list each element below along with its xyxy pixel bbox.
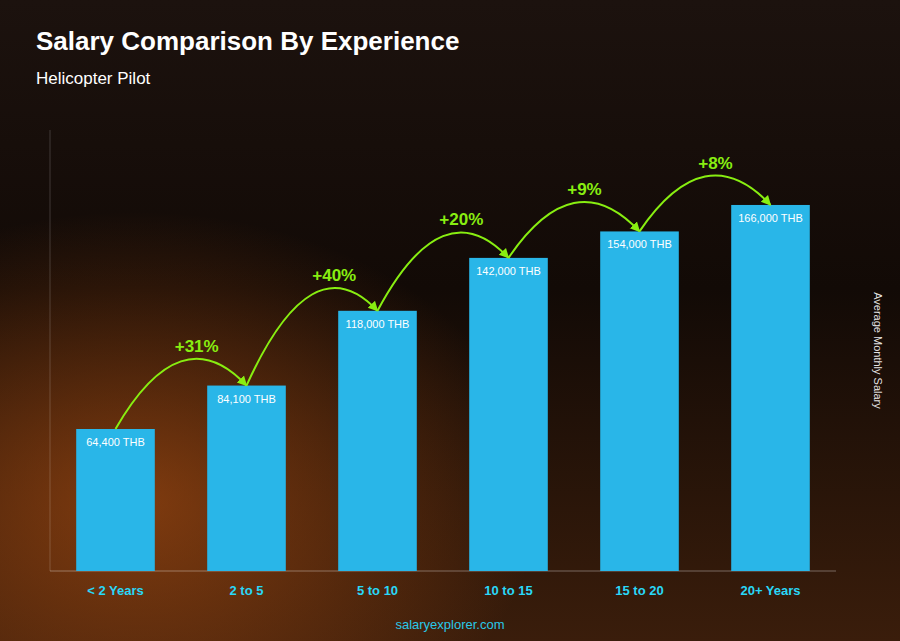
growth-arrow xyxy=(640,176,771,232)
growth-label: +8% xyxy=(698,154,733,173)
bar xyxy=(469,258,548,571)
growth-arrow xyxy=(116,359,247,429)
y-axis-line xyxy=(50,130,51,571)
bar xyxy=(338,311,417,571)
bar xyxy=(600,231,679,571)
chart-container: Salary Comparison By Experience Helicopte… xyxy=(0,0,900,641)
x-axis-line xyxy=(50,571,836,572)
growth-arrow xyxy=(509,202,640,258)
chart-svg: Salary Comparison By Experience Helicopte… xyxy=(0,0,900,641)
data-label: 118,000 THB xyxy=(346,318,410,330)
x-tick-label: 2 to 5 xyxy=(230,583,264,598)
background xyxy=(0,0,900,641)
data-label: 166,000 THB xyxy=(738,212,803,224)
x-tick-label: 20+ Years xyxy=(740,583,800,598)
watermark: salaryexplorer.com xyxy=(395,617,504,632)
growth-label: +20% xyxy=(439,210,483,229)
x-tick-label: 5 to 10 xyxy=(357,583,398,598)
growth-label: +40% xyxy=(312,266,356,285)
bar xyxy=(76,429,155,571)
x-tick-label: 15 to 20 xyxy=(615,583,663,598)
data-label: 142,000 THB xyxy=(476,265,541,277)
bars xyxy=(76,205,810,571)
x-tick-label: < 2 Years xyxy=(87,583,144,598)
background-glow xyxy=(0,0,900,641)
data-label: 154,000 THB xyxy=(607,238,672,250)
bar xyxy=(207,386,286,571)
data-label: 64,400 THB xyxy=(86,436,145,448)
title: Salary Comparison By Experience xyxy=(36,26,459,56)
x-tick-label: 10 to 15 xyxy=(484,583,532,598)
growth-label: +31% xyxy=(175,337,219,356)
data-label: 84,100 THB xyxy=(217,393,276,405)
y-axis-label: Average Monthly Salary xyxy=(872,292,884,409)
growth-arrow xyxy=(378,232,509,310)
bar xyxy=(731,205,810,571)
subtitle: Helicopter Pilot xyxy=(36,69,151,88)
growth-arrow xyxy=(247,288,378,386)
growth-label: +9% xyxy=(567,180,602,199)
